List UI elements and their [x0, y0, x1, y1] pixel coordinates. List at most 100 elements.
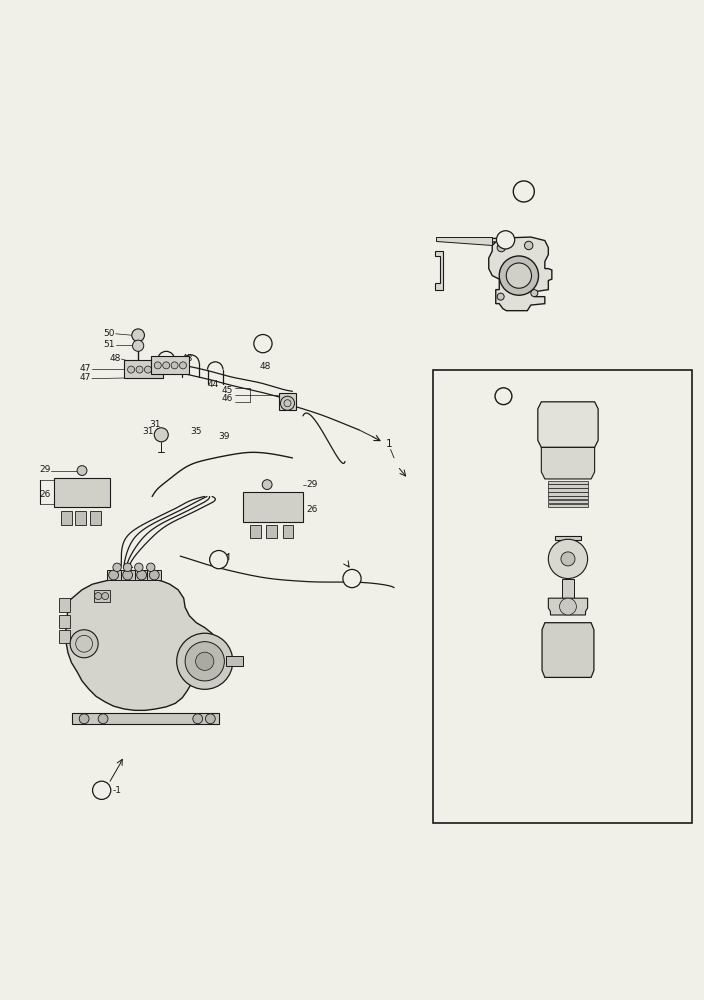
Circle shape	[180, 362, 187, 369]
Polygon shape	[548, 496, 588, 499]
Text: B: B	[349, 574, 355, 583]
Polygon shape	[226, 656, 244, 666]
Polygon shape	[120, 570, 134, 580]
Circle shape	[206, 714, 215, 724]
Text: 4: 4	[503, 235, 508, 244]
Polygon shape	[279, 393, 296, 410]
Bar	[244, 492, 303, 522]
Text: 11: 11	[97, 786, 106, 795]
Circle shape	[531, 290, 538, 297]
Circle shape	[524, 241, 533, 250]
Text: 29: 29	[306, 480, 318, 489]
Polygon shape	[548, 484, 588, 488]
Polygon shape	[59, 615, 70, 628]
Polygon shape	[542, 623, 594, 677]
Polygon shape	[548, 500, 588, 503]
Text: -15: -15	[517, 237, 532, 246]
Text: 31: 31	[143, 427, 154, 436]
Circle shape	[560, 598, 577, 615]
Circle shape	[154, 362, 161, 369]
Circle shape	[499, 256, 539, 295]
Polygon shape	[548, 488, 588, 492]
Circle shape	[343, 569, 361, 588]
Text: -1: -1	[112, 786, 121, 795]
Circle shape	[122, 570, 132, 580]
Text: 12: 12	[436, 556, 448, 566]
Circle shape	[132, 340, 144, 351]
Text: 47: 47	[80, 373, 91, 382]
Text: 50: 50	[103, 329, 115, 338]
Polygon shape	[555, 536, 581, 540]
Text: 45: 45	[208, 554, 220, 563]
Text: 39: 39	[219, 432, 230, 441]
Circle shape	[506, 263, 532, 288]
Circle shape	[210, 550, 228, 569]
Text: 11: 11	[436, 534, 450, 544]
Polygon shape	[282, 525, 293, 538]
Circle shape	[137, 570, 146, 580]
Polygon shape	[548, 481, 588, 484]
Circle shape	[108, 570, 118, 580]
Circle shape	[136, 366, 143, 373]
Text: 1: 1	[386, 439, 392, 449]
Circle shape	[196, 652, 214, 670]
Circle shape	[101, 593, 108, 600]
Circle shape	[171, 362, 178, 369]
Polygon shape	[563, 541, 573, 551]
Circle shape	[113, 563, 121, 572]
Circle shape	[134, 563, 143, 572]
Text: 51: 51	[103, 340, 115, 349]
Polygon shape	[562, 579, 574, 598]
Polygon shape	[147, 570, 161, 580]
Text: 26: 26	[306, 505, 318, 514]
Polygon shape	[548, 598, 588, 615]
Circle shape	[132, 329, 144, 342]
Text: 45: 45	[222, 386, 233, 395]
Text: 26: 26	[39, 490, 51, 499]
Text: 47: 47	[80, 364, 91, 373]
Circle shape	[92, 781, 111, 799]
Circle shape	[144, 366, 151, 373]
Polygon shape	[251, 525, 261, 538]
Polygon shape	[75, 511, 85, 525]
Circle shape	[548, 539, 588, 579]
Circle shape	[123, 563, 132, 572]
Polygon shape	[151, 356, 189, 374]
Circle shape	[280, 396, 294, 410]
Circle shape	[127, 366, 134, 373]
Text: 46: 46	[222, 394, 233, 403]
Circle shape	[185, 642, 225, 681]
Circle shape	[497, 243, 505, 252]
Text: 48: 48	[182, 354, 193, 363]
Text: 5: 5	[440, 648, 446, 658]
Circle shape	[254, 335, 272, 353]
Circle shape	[513, 181, 534, 202]
Text: A: A	[260, 339, 266, 348]
Circle shape	[497, 293, 504, 300]
Text: 31: 31	[150, 420, 161, 429]
Polygon shape	[59, 630, 70, 643]
Circle shape	[77, 466, 87, 475]
Text: 2: 2	[436, 601, 442, 611]
Polygon shape	[266, 525, 277, 538]
Circle shape	[496, 231, 515, 249]
Circle shape	[149, 570, 159, 580]
Circle shape	[154, 428, 168, 442]
Polygon shape	[61, 511, 72, 525]
Circle shape	[70, 630, 98, 658]
Text: 6: 6	[440, 425, 446, 435]
Polygon shape	[548, 504, 588, 507]
Circle shape	[146, 563, 155, 572]
Polygon shape	[90, 511, 101, 525]
Polygon shape	[538, 402, 598, 447]
Polygon shape	[72, 713, 219, 724]
Polygon shape	[66, 577, 222, 710]
Polygon shape	[436, 237, 552, 311]
Polygon shape	[435, 251, 443, 290]
Circle shape	[561, 552, 575, 566]
Text: 10: 10	[440, 517, 452, 527]
Circle shape	[177, 633, 233, 689]
Circle shape	[263, 480, 272, 489]
Circle shape	[94, 593, 101, 600]
Polygon shape	[541, 447, 595, 479]
